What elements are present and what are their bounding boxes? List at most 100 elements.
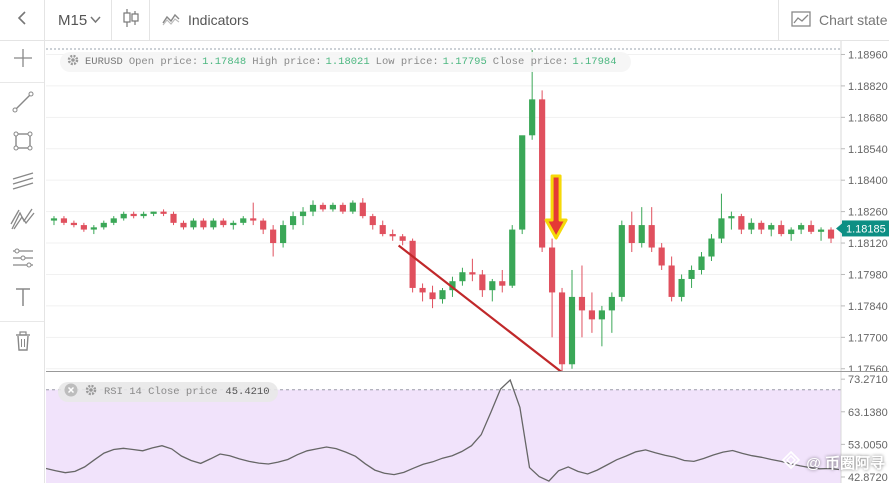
- sidebar-divider: [0, 82, 44, 83]
- candle-body: [748, 222, 755, 230]
- candle-body: [50, 218, 58, 221]
- high-value: 1.18021: [325, 56, 370, 68]
- rsi-chart-canvas[interactable]: 73.2710 63.1380 53.0050 42.8720: [45, 372, 889, 483]
- candle-body: [70, 222, 77, 226]
- candle-body: [180, 222, 187, 228]
- candle-body: [220, 220, 227, 226]
- candle: [50, 216, 58, 226]
- settings-gear-icon[interactable]: [84, 383, 98, 401]
- candle-body: [90, 227, 97, 230]
- candle-body: [608, 296, 615, 311]
- candle: [270, 225, 277, 257]
- candle: [479, 269, 486, 297]
- drawn-trendline[interactable]: [397, 244, 568, 378]
- candle: [90, 225, 97, 235]
- candle-body: [309, 204, 317, 212]
- candle: [150, 211, 157, 217]
- candle-body: [289, 216, 297, 226]
- candle-body: [628, 225, 635, 244]
- candle: [160, 209, 167, 217]
- candle: [608, 292, 615, 333]
- price-tick-label: 1.17980: [848, 269, 888, 281]
- candle: [738, 213, 745, 235]
- sidebar-divider: [0, 321, 44, 322]
- candle-body: [588, 310, 596, 320]
- chart-type-button[interactable]: [112, 0, 150, 40]
- candle: [658, 243, 665, 270]
- price-tick-label: 1.18400: [848, 175, 888, 187]
- chart-state-icon: [791, 10, 811, 30]
- rsi-axis: 73.2710 63.1380 53.0050 42.8720: [841, 374, 888, 483]
- candle: [459, 267, 466, 286]
- candle: [339, 202, 346, 214]
- candle-body: [130, 213, 137, 217]
- rsi-line: [45, 378, 840, 482]
- candle: [289, 211, 297, 230]
- price-tick-label: 1.17700: [848, 332, 888, 344]
- rsi-band: [46, 389, 841, 483]
- candle-body: [808, 225, 815, 232]
- price-chart-canvas[interactable]: 1.18960 1.18820 1.18680 1.18540 1.18400 1.182…: [46, 41, 889, 383]
- candle-body: [618, 225, 625, 297]
- candle: [230, 220, 237, 230]
- candle: [708, 234, 715, 261]
- candle: [349, 200, 356, 214]
- rsi-panel[interactable]: 73.2710 63.1380 53.0050 42.8720 RSI 14 Clos…: [45, 372, 889, 483]
- candle-body: [379, 225, 386, 235]
- candlestick-icon: [122, 8, 140, 33]
- indicators-button[interactable]: Indicators: [150, 0, 258, 40]
- candle: [250, 202, 257, 226]
- candle-body: [120, 213, 127, 219]
- close-icon[interactable]: [64, 383, 78, 401]
- trendline-tool[interactable]: [0, 85, 45, 124]
- price-chart[interactable]: 1.18960 1.18820 1.18680 1.18540 1.18400 1.182…: [46, 41, 889, 383]
- low-value: 1.17795: [442, 56, 487, 68]
- candle-body: [778, 225, 785, 235]
- crosshair-tool[interactable]: [0, 41, 45, 80]
- back-button[interactable]: [0, 0, 45, 40]
- candle: [329, 202, 337, 212]
- symbol-label: EURUSD: [85, 56, 123, 68]
- candle: [260, 218, 267, 235]
- candle-body: [489, 281, 496, 291]
- candle-body: [349, 202, 356, 212]
- candle-body: [419, 287, 426, 293]
- delete-drawings-tool[interactable]: [0, 324, 45, 363]
- fibonacci-tool[interactable]: [0, 241, 45, 280]
- trash-icon: [14, 331, 32, 356]
- candle: [190, 218, 197, 230]
- candle-body: [648, 225, 655, 248]
- price-tick-label: 1.18820: [848, 81, 888, 93]
- interval-select[interactable]: M15: [45, 0, 112, 40]
- down-arrow-annotation[interactable]: [544, 174, 568, 240]
- high-label: High price:: [252, 56, 322, 68]
- candle-body: [339, 204, 346, 212]
- candle: [180, 220, 187, 230]
- settings-gear-icon[interactable]: [66, 53, 80, 71]
- interval-label: M15: [58, 11, 88, 29]
- candle: [548, 238, 556, 338]
- candle-body: [698, 256, 705, 270]
- watermark-text: @ 币圈阿寻: [806, 454, 885, 472]
- top-toolbar: M15 Indicators Chart state: [0, 0, 889, 41]
- channel-tool[interactable]: [0, 163, 45, 202]
- candle-body: [299, 211, 307, 217]
- candle: [309, 200, 317, 217]
- rsi-label: RSI 14 Close price: [104, 386, 218, 398]
- candle: [519, 135, 526, 235]
- price-tick-label: 1.18960: [848, 49, 888, 61]
- panel-divider[interactable]: [46, 371, 889, 372]
- candle: [170, 211, 177, 226]
- pitchfork-tool[interactable]: [0, 202, 45, 241]
- current-price-pointer: [836, 223, 842, 234]
- candle-body: [270, 229, 277, 244]
- candle-body: [200, 220, 207, 228]
- text-tool[interactable]: [0, 280, 45, 319]
- candle-body: [558, 292, 566, 365]
- candle: [389, 229, 396, 241]
- candle: [240, 216, 247, 226]
- candle-body: [658, 247, 665, 266]
- candle: [817, 227, 825, 241]
- rectangle-tool[interactable]: [0, 124, 45, 163]
- chart-state-button[interactable]: Chart state: [778, 0, 889, 40]
